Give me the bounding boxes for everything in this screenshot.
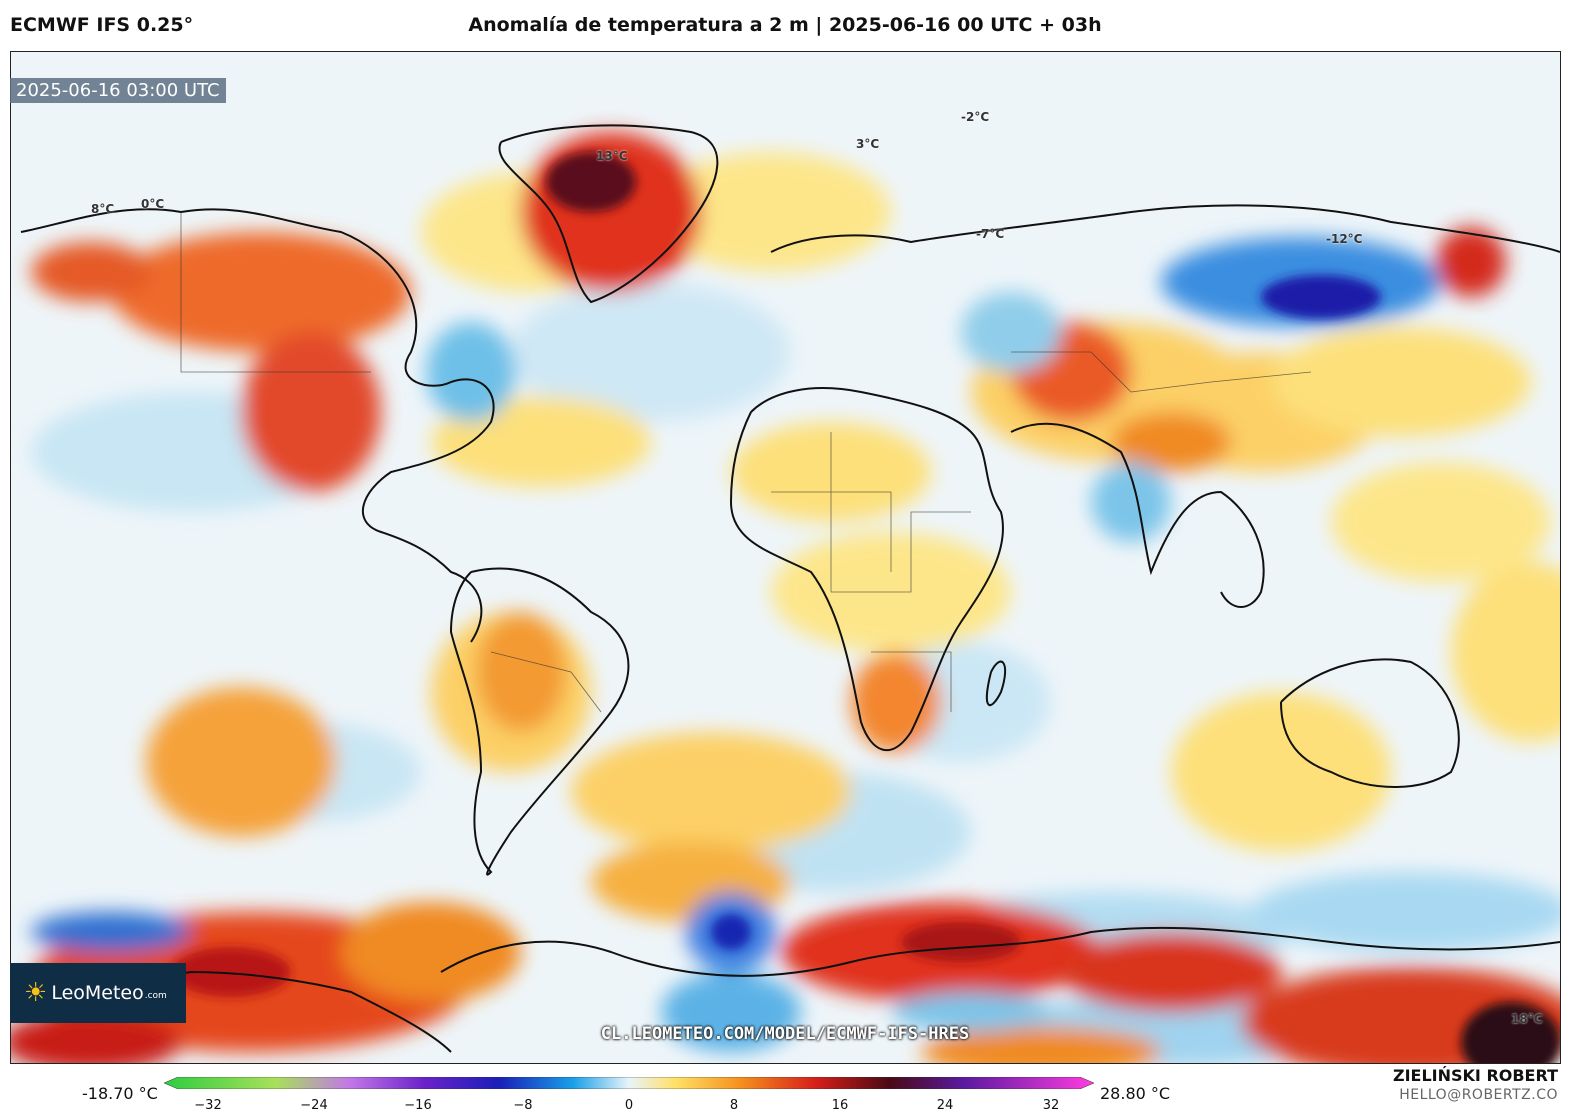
contour-label: -7°C	[976, 227, 1005, 241]
colorbar-tick: 32	[1042, 1098, 1060, 1113]
contour-label: -12°C	[1326, 232, 1363, 246]
model-name: ECMWF IFS 0.25°	[10, 14, 194, 36]
colorbar-max-label: 28.80 °C	[1100, 1084, 1171, 1103]
anomaly-extremes	[171, 152, 1560, 1063]
colorbar-tick: 8	[729, 1098, 739, 1113]
logo-domain: .com	[144, 991, 167, 1001]
colorbar-min-label: -18.70 °C	[82, 1084, 158, 1103]
author-name: ZIELIŃSKI ROBERT	[1392, 1066, 1558, 1085]
leometeo-logo[interactable]: ☀ LeoMeteo .com	[10, 963, 186, 1023]
colorbar-tick: −8	[513, 1098, 533, 1113]
author-email[interactable]: HELLO@ROBERTZ.CO	[1399, 1087, 1558, 1103]
colorbar-tick: 0	[624, 1098, 634, 1113]
map-canvas	[11, 52, 1560, 1063]
colorbar-tick: 24	[936, 1098, 954, 1113]
sun-icon: ☀	[24, 978, 48, 1008]
anomaly-map: 0°C -2°C 3°C 8°C 13°C -7°C -12°C 18°C	[10, 51, 1561, 1064]
logo-text: LeoMeteo	[51, 982, 144, 1004]
contour-label: 18°C	[1511, 1012, 1543, 1026]
colorbar-tick: −24	[300, 1098, 328, 1113]
valid-time-badge: 2025-06-16 03:00 UTC	[10, 78, 226, 103]
country-borders	[180, 212, 1312, 713]
contour-label: 3°C	[856, 137, 880, 151]
contour-label: 8°C	[91, 202, 115, 216]
coastlines	[11, 124, 1560, 1053]
colorbar-tick: 16	[831, 1098, 849, 1113]
contour-label: 13°C	[596, 149, 628, 163]
contour-label: -2°C	[961, 110, 990, 124]
colorbar-tick: −16	[404, 1098, 432, 1113]
colorbar	[164, 1077, 1094, 1089]
source-watermark: CL.LEOMETEO.COM/MODEL/ECMWF-IFS-HRES	[600, 1024, 970, 1044]
map-title: Anomalía de temperatura a 2 m | 2025-06-…	[468, 14, 1102, 36]
colorbar-tick: −32	[194, 1098, 222, 1113]
contour-label: 0°C	[141, 197, 165, 211]
